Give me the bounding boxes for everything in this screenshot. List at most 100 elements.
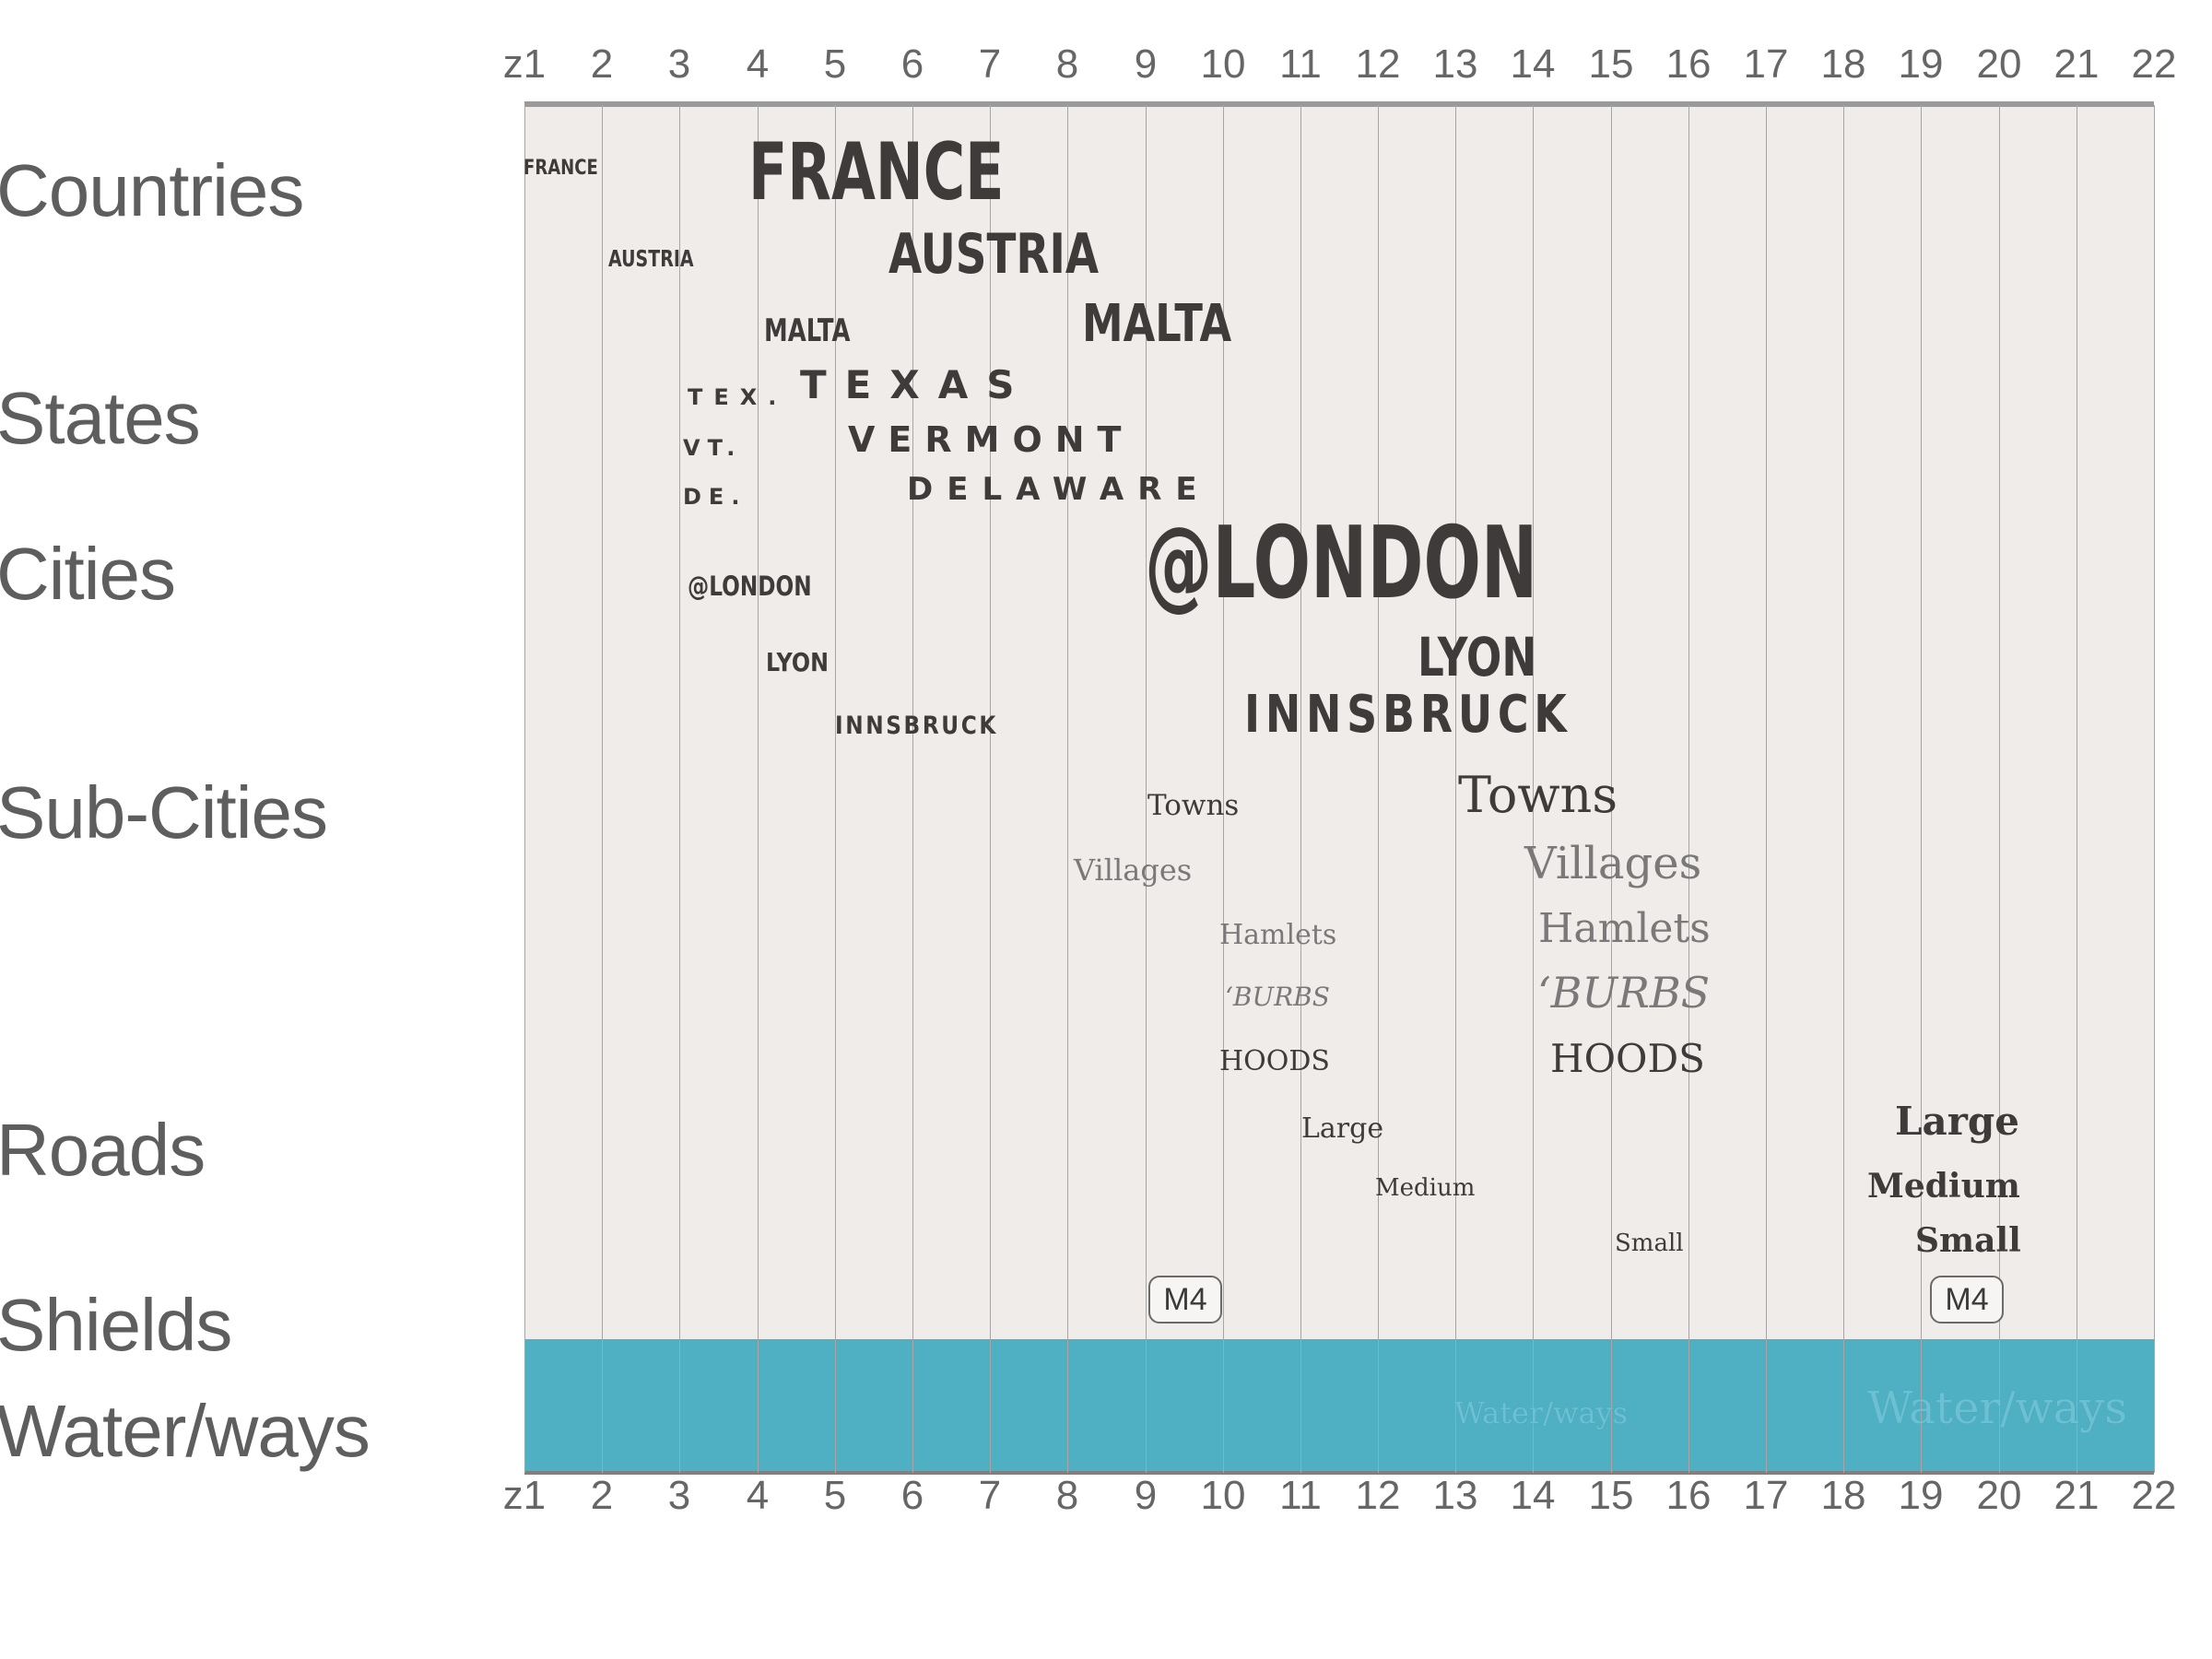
zoom-tick-label: 7 [978,1473,1002,1518]
label-france-large: FRANCE [748,126,1005,218]
grid-line [1300,105,1301,1473]
label-texas-large: TEXAS [800,362,1033,407]
label-delaware-large: DELAWARE [907,471,1211,508]
grid-line [1533,105,1534,1473]
grid-line [679,105,680,1473]
zoom-tick-label: 3 [667,1473,691,1518]
zoom-tick-label: 11 [1279,1473,1322,1518]
label-london-small: @LONDON [688,571,812,602]
zoom-tick-label: 14 [1510,41,1556,87]
zoom-tick-label: 13 [1432,41,1478,87]
zoom-tick-label: 22 [2131,1473,2177,1518]
zoom-tick-label: 3 [667,41,691,87]
label-malta-large: MALTA [1082,294,1232,354]
grid-line [1611,105,1612,1473]
label-towns-small: Towns [1147,789,1240,822]
grid-line [912,105,913,1473]
label-innsbruck-large: INNSBRUCK [1244,685,1572,745]
label-water-small: Water/ways [1454,1395,1629,1430]
label-delaware-small: DE. [683,484,747,510]
grid-line [990,105,991,1473]
category-states: States [0,377,201,459]
zoom-tick-label: 21 [2053,41,2100,87]
zoom-tick-label: 4 [746,1473,770,1518]
label-villages-large: Villages [1524,838,1702,889]
zoom-tick-label: 20 [1976,1473,2022,1518]
grid-line [1378,105,1379,1473]
label-france-small: FRANCE [524,157,598,180]
label-hamlets-small: Hamlets [1219,919,1337,951]
category-countries: Countries [0,149,304,231]
label-texas-small: TEX. [688,384,788,410]
grid-line [602,105,603,1473]
grid-line [2154,105,2155,1473]
zoom-tick-label: 6 [900,41,924,87]
zoom-tick-label: z1 [502,1473,547,1518]
label-vermont-small: VT. [683,435,743,461]
grid-bottom-rule [524,1471,2154,1475]
label-austria-small: AUSTRIA [608,245,694,272]
grid-line [835,105,836,1473]
zoom-tick-label: 5 [823,41,847,87]
zoom-tick-label: 14 [1510,1473,1556,1518]
zoom-tick-label: 8 [1055,41,1079,87]
label-malta-small: MALTA [764,312,851,349]
zoom-tick-label: 11 [1279,41,1322,87]
grid-line [758,105,759,1473]
zoom-tick-label: 19 [1898,1473,1944,1518]
grid-line [1688,105,1689,1473]
grid-line [1766,105,1767,1473]
zoom-tick-label: 12 [1355,1473,1401,1518]
zoom-tick-label: 18 [1820,41,1866,87]
label-villages-small: Villages [1074,853,1193,888]
shield-small: M4 [1148,1276,1222,1324]
label-innsbruck-small: INNSBRUCK [835,712,998,740]
category-sub-cities: Sub-Cities [0,771,328,853]
zoom-tick-label: 12 [1355,41,1401,87]
zoom-tick-label: 13 [1432,1473,1478,1518]
category-waterways: Water/ways [0,1390,371,1472]
zoom-tick-label: 16 [1665,41,1712,87]
label-burbs-large: ‘BURBS [1537,968,1711,1018]
zoom-tick-label: 20 [1976,41,2022,87]
zoom-tick-label: 10 [1200,41,1246,87]
grid-line [1223,105,1224,1473]
zoom-tick-label: 2 [590,1473,614,1518]
zoom-tick-label: 7 [978,41,1002,87]
label-austria-large: AUSTRIA [888,222,1100,287]
zoom-tick-label: 8 [1055,1473,1079,1518]
grid-line [1146,105,1147,1473]
label-water-large: Water/ways [1867,1382,2128,1434]
zoom-tick-label: 2 [590,41,614,87]
label-road-large-small: Large [1301,1112,1384,1145]
shield-large: M4 [1930,1276,2004,1324]
zoom-tick-label: 19 [1898,41,1944,87]
zoom-tick-label: 9 [1134,41,1158,87]
label-london-large: @LONDON [1145,506,1538,621]
zoom-tick-label: z1 [502,41,547,87]
grid-line [1067,105,1068,1473]
label-lyon-large: LYON [1418,626,1537,688]
category-shields: Shields [0,1284,232,1366]
grid-line [1999,105,2000,1473]
zoom-tick-label: 18 [1820,1473,1866,1518]
label-towns-large: Towns [1458,766,1618,824]
zoom-tick-label: 9 [1134,1473,1158,1518]
zoom-tick-label: 10 [1200,1473,1246,1518]
grid-line [1455,105,1456,1473]
label-hamlets-large: Hamlets [1538,905,1711,952]
zoom-tick-label: 15 [1588,1473,1634,1518]
zoom-tick-label: 5 [823,1473,847,1518]
label-road-large-large: Large [1895,1099,2019,1144]
zoom-tick-label: 17 [1743,41,1789,87]
label-road-small-large: Small [1915,1221,2021,1260]
zoom-tick-label: 4 [746,41,770,87]
zoom-tick-label: 22 [2131,41,2177,87]
zoom-tick-label: 16 [1665,1473,1712,1518]
water-band [524,1339,2154,1473]
grid-panel [524,103,2154,1473]
zoom-tick-label: 21 [2053,1473,2100,1518]
grid-top-rule [524,101,2154,107]
category-roads: Roads [0,1109,206,1191]
